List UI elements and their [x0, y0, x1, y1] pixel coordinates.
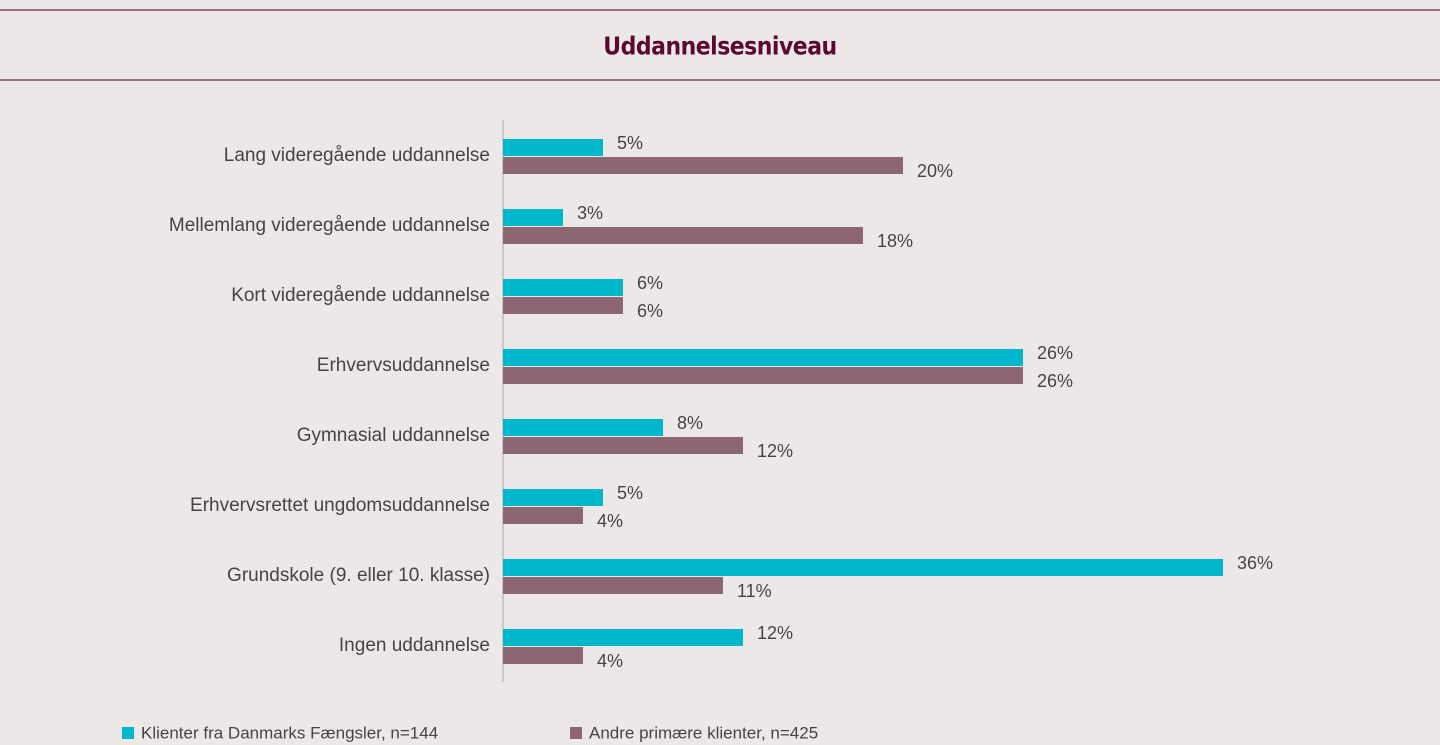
value-label: 20%: [917, 161, 953, 181]
value-label: 4%: [597, 511, 623, 531]
value-label: 11%: [737, 581, 772, 601]
category-label: Erhvervsrettet ungdomsuddannelse: [190, 495, 490, 516]
bar: [503, 559, 1223, 576]
chart-title: Uddannelsesniveau: [603, 31, 836, 61]
value-label: 26%: [1037, 371, 1073, 391]
legend-swatch: [122, 727, 134, 739]
value-label: 6%: [637, 301, 663, 321]
category-label: Grundskole (9. eller 10. klasse): [227, 565, 490, 586]
bar: [503, 629, 743, 646]
value-label: 36%: [1237, 553, 1273, 573]
bar: [503, 437, 743, 454]
bar: [503, 577, 723, 594]
bar: [503, 647, 583, 664]
bar: [503, 279, 623, 296]
value-label: 18%: [877, 231, 913, 251]
category-label: Kort videregående uddannelse: [231, 285, 490, 306]
bar: [503, 367, 1023, 384]
legend-swatch: [570, 727, 582, 739]
value-label: 5%: [617, 133, 643, 153]
category-label: Gymnasial uddannelse: [297, 425, 490, 446]
category-label: Erhvervsuddannelse: [317, 355, 490, 376]
category-label: Lang videregående uddannelse: [224, 145, 490, 166]
bar: [503, 297, 623, 314]
legend-label: Andre primære klienter, n=425: [589, 723, 818, 742]
bar: [503, 209, 563, 226]
category-label: Mellemlang videregående uddannelse: [169, 215, 490, 236]
value-label: 3%: [577, 203, 603, 223]
value-label: 6%: [637, 273, 663, 293]
bar: [503, 349, 1023, 366]
value-label: 5%: [617, 483, 643, 503]
bar: [503, 139, 603, 156]
value-label: 12%: [757, 441, 793, 461]
bar: [503, 419, 663, 436]
legend-label: Klienter fra Danmarks Fængsler, n=144: [141, 723, 438, 742]
value-label: 8%: [677, 413, 703, 433]
bar: [503, 227, 863, 244]
bar: [503, 157, 903, 174]
bar: [503, 507, 583, 524]
bar: [503, 489, 603, 506]
value-label: 4%: [597, 651, 623, 671]
category-label: Ingen uddannelse: [339, 635, 490, 656]
value-label: 12%: [757, 623, 793, 643]
value-label: 26%: [1037, 343, 1073, 363]
